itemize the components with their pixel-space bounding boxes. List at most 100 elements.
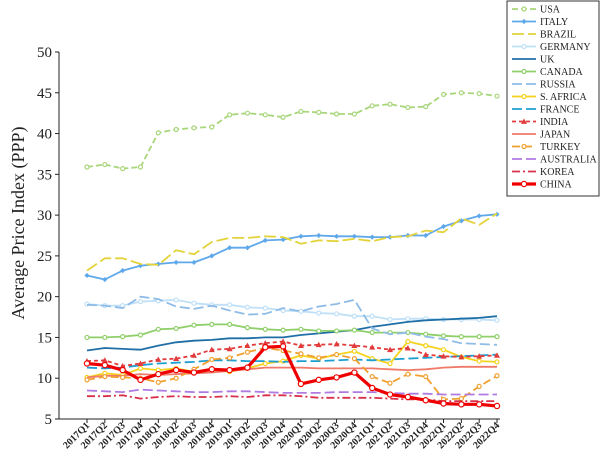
data-point bbox=[279, 343, 287, 350]
data-point bbox=[387, 101, 393, 107]
y-tick-label: 5 bbox=[45, 412, 53, 428]
data-point bbox=[137, 164, 144, 170]
series-line-australia bbox=[86, 388, 497, 396]
series-usa bbox=[84, 90, 500, 172]
series-china bbox=[83, 343, 501, 410]
axes: 51015202530354045502017Q12017Q22017Q3201… bbox=[37, 45, 502, 451]
data-point bbox=[280, 236, 286, 243]
data-point bbox=[226, 345, 233, 352]
series-russia bbox=[86, 295, 498, 346]
data-point bbox=[173, 259, 179, 266]
data-point bbox=[137, 298, 144, 305]
data-point bbox=[493, 402, 501, 410]
data-point bbox=[227, 302, 233, 308]
legend-item: CANADA bbox=[512, 67, 584, 78]
data-point bbox=[173, 355, 180, 362]
data-point bbox=[351, 233, 357, 239]
data-point bbox=[440, 333, 447, 339]
data-point bbox=[244, 245, 251, 251]
data-point bbox=[351, 111, 357, 117]
legend-item: INDIA bbox=[512, 117, 569, 128]
data-point bbox=[369, 344, 376, 350]
data-point bbox=[137, 365, 144, 372]
data-point bbox=[423, 331, 429, 337]
y-tick-label: 30 bbox=[37, 208, 52, 224]
series-line-turkey bbox=[86, 347, 498, 401]
legend-label: FRANCE bbox=[540, 105, 579, 116]
data-point bbox=[387, 346, 394, 353]
data-point bbox=[458, 90, 464, 96]
legend-marker bbox=[521, 143, 527, 150]
data-point bbox=[173, 375, 179, 381]
data-point bbox=[440, 223, 447, 230]
data-point bbox=[333, 340, 340, 347]
data-point bbox=[298, 233, 304, 239]
data-point bbox=[208, 366, 215, 373]
data-point bbox=[262, 237, 268, 243]
data-point bbox=[494, 373, 500, 379]
legend-marker bbox=[521, 118, 527, 124]
data-point bbox=[244, 304, 251, 310]
data-point bbox=[190, 352, 197, 358]
data-point bbox=[494, 334, 500, 340]
data-point bbox=[333, 311, 340, 317]
series-india bbox=[84, 338, 500, 369]
data-point bbox=[191, 259, 197, 266]
data-point bbox=[405, 316, 411, 322]
series-line-uk bbox=[86, 315, 498, 352]
data-point bbox=[155, 379, 161, 385]
data-point bbox=[387, 316, 393, 323]
legend-item: BRAZIL bbox=[512, 30, 576, 41]
legend-item: CHINA bbox=[512, 180, 572, 191]
legend-label: UK bbox=[540, 55, 555, 66]
y-tick-label: 20 bbox=[37, 290, 52, 306]
data-point bbox=[351, 342, 358, 348]
data-point bbox=[172, 366, 180, 374]
data-point bbox=[101, 357, 108, 363]
data-point bbox=[369, 329, 375, 336]
data-point bbox=[84, 334, 90, 341]
data-point bbox=[458, 334, 464, 340]
data-point bbox=[120, 374, 126, 381]
data-point bbox=[423, 343, 429, 349]
data-point bbox=[333, 233, 340, 239]
legend-item: RUSSIA bbox=[512, 80, 576, 91]
data-point bbox=[155, 130, 161, 136]
legend-marker bbox=[521, 18, 527, 25]
legend-label: S. AFRICA bbox=[540, 92, 587, 103]
data-point bbox=[262, 344, 269, 351]
series-canada bbox=[84, 321, 500, 341]
data-point bbox=[494, 352, 500, 358]
legend-label: INDIA bbox=[540, 117, 569, 128]
data-point bbox=[369, 373, 375, 380]
data-point bbox=[83, 360, 91, 367]
y-axis-label: Average Price Index (PPP) bbox=[8, 126, 29, 319]
series-italy bbox=[84, 211, 500, 283]
series-line-italy bbox=[86, 213, 498, 281]
data-point bbox=[262, 326, 268, 332]
data-point bbox=[102, 276, 108, 283]
data-point bbox=[244, 349, 251, 355]
data-point bbox=[227, 245, 233, 251]
data-point bbox=[173, 126, 179, 133]
data-point bbox=[173, 297, 179, 303]
data-point bbox=[494, 317, 500, 323]
data-point bbox=[209, 253, 215, 259]
data-point bbox=[405, 338, 411, 345]
y-tick-label: 40 bbox=[37, 127, 52, 143]
data-point bbox=[298, 308, 304, 314]
legend-label: AUSTRALIA bbox=[540, 155, 597, 166]
data-point bbox=[280, 338, 287, 344]
legend-label: KOREA bbox=[540, 167, 575, 178]
series-line-usa bbox=[86, 91, 498, 170]
data-point bbox=[423, 373, 429, 380]
data-point bbox=[155, 356, 162, 362]
data-point bbox=[405, 104, 411, 111]
data-point bbox=[244, 364, 251, 371]
data-point bbox=[333, 351, 340, 358]
data-point bbox=[351, 313, 357, 319]
data-point bbox=[102, 334, 108, 341]
data-point bbox=[333, 111, 340, 117]
legend-marker bbox=[521, 93, 527, 100]
data-point bbox=[351, 369, 358, 376]
